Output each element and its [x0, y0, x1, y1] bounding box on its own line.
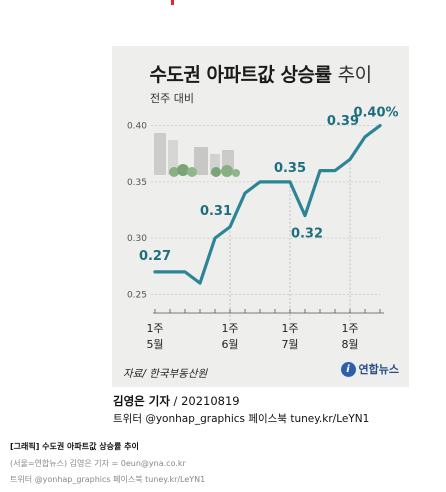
y-axis: 0.25 0.30 0.35 0.40	[127, 122, 147, 301]
source-note: 자료/ 한국부동산원	[123, 368, 208, 380]
unit-label: 전주 대비	[150, 92, 194, 105]
data-point	[228, 225, 232, 229]
data-point	[333, 169, 337, 172]
building-illustration-tower	[194, 147, 208, 175]
chart-title-bold: 수도권 아파트값 상승률	[149, 64, 332, 86]
x-tick-label-week: 1주	[341, 322, 358, 335]
data-point	[243, 191, 247, 195]
chart-title-light: 추이	[337, 64, 372, 86]
data-point	[363, 135, 367, 139]
data-label: 0.31	[200, 204, 232, 219]
y-tick-label: 0.30	[127, 234, 147, 244]
building-illustration-tree	[169, 167, 179, 177]
building-illustration-tree	[232, 169, 240, 177]
data-label: 0.39	[327, 114, 359, 129]
footer-caption-social: 트위터 @yonhap_graphics 페이스북 tuney.kr/LeYN1	[10, 475, 206, 484]
data-point	[288, 180, 292, 184]
series-layer	[153, 124, 382, 285]
building-illustration-tower	[210, 154, 220, 175]
building-illustration-tower	[168, 140, 178, 175]
chart-title: 수도권 아파트값 상승률 추이	[112, 60, 409, 87]
yonhap-logo: i 연합뉴스	[340, 361, 399, 377]
chart-card: 수도권 아파트값 상승률 추이 전주 대비 0.25 0.30 0.35 0.40 1…	[112, 46, 409, 387]
data-point	[303, 214, 307, 217]
building-illustration-tree	[177, 164, 189, 176]
footer-caption-byline: (서울=연합뉴스) 김영은 기자 = 0eun@yna.co.kr	[10, 459, 186, 468]
data-point	[198, 281, 202, 285]
data-label: 0.40%	[353, 106, 398, 121]
yonhap-logo-text: 연합뉴스	[358, 363, 399, 376]
x-tick-label-month: 6월	[221, 338, 238, 351]
building-illustration	[154, 133, 240, 177]
data-label: 0.32	[291, 227, 323, 242]
data-point	[318, 169, 322, 172]
data-point	[153, 270, 157, 274]
data-point	[273, 180, 277, 184]
guide-layer	[229, 159, 351, 321]
x-axis: 1주 5월 1주 6월 1주 7월 1주 8월	[146, 309, 384, 351]
header-accent-mark	[171, 0, 174, 5]
grid-layer	[151, 125, 380, 295]
x-tick-label-week: 1주	[146, 322, 163, 335]
x-tick-label-month: 5월	[146, 338, 163, 351]
data-point	[378, 124, 382, 127]
data-point	[168, 270, 172, 274]
data-point	[258, 180, 262, 184]
y-tick-label: 0.40	[127, 122, 147, 132]
x-tick-label-month: 8월	[341, 338, 358, 351]
x-tick-label-week: 1주	[281, 322, 298, 335]
yonhap-logo-icon: i	[340, 361, 356, 377]
data-point	[348, 158, 352, 161]
credit-code: / 20210819	[169, 394, 240, 408]
data-label-layer: 0.27 0.31 0.35 0.32 0.390.40%	[139, 106, 399, 264]
building-illustration-tree	[221, 165, 233, 177]
data-point	[183, 270, 187, 274]
x-tick-label-week: 1주	[221, 322, 238, 335]
credit-author-line: 김영은 기자 / 20210819	[113, 393, 240, 409]
y-tick-label: 0.25	[127, 290, 147, 300]
footer-caption-title: [그래픽] 수도권 아파트값 상승률 추이	[10, 442, 139, 451]
building-illustration-tall-tower	[154, 133, 166, 175]
data-label: 0.27	[139, 249, 171, 264]
x-tick-label-month: 7월	[281, 338, 298, 351]
data-point	[213, 236, 217, 240]
building-illustration-tree	[211, 167, 221, 177]
data-label: 0.35	[274, 161, 306, 176]
y-tick-label: 0.35	[127, 178, 147, 188]
credit-social: 트위터 @yonhap_graphics 페이스북 tuney.kr/LeYN1	[113, 413, 370, 425]
building-illustration-tree	[187, 167, 197, 177]
credit-author: 김영은 기자	[113, 394, 170, 408]
series-line	[153, 124, 382, 285]
